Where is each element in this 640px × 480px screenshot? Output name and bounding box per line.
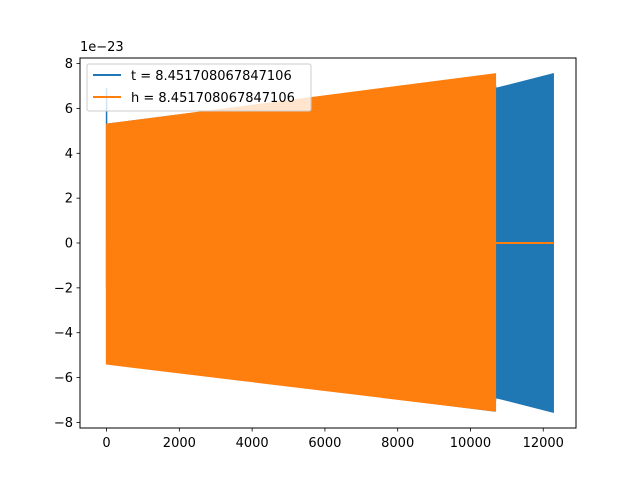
series-h-oscillation-band bbox=[106, 73, 497, 412]
legend-label-t: t = 8.451708067847106 bbox=[131, 69, 292, 84]
legend-box bbox=[86, 63, 312, 112]
y-tick-label: 4 bbox=[65, 147, 73, 162]
y-tick-label: 6 bbox=[65, 102, 73, 117]
y-tick-label: −6 bbox=[54, 371, 73, 386]
y-offset-label: 1e−23 bbox=[80, 40, 124, 55]
x-tick-label: 2000 bbox=[163, 436, 196, 451]
y-tick-label: 8 bbox=[65, 57, 73, 72]
y-tick-label: 0 bbox=[65, 237, 73, 252]
x-tick-label: 8000 bbox=[381, 436, 414, 451]
x-axis: 0 2000 4000 6000 8000 10000 12000 bbox=[102, 428, 564, 451]
y-tick-label: −8 bbox=[54, 416, 73, 431]
y-tick-label: −4 bbox=[54, 326, 73, 341]
x-tick-label: 4000 bbox=[236, 436, 269, 451]
y-axis: −8 −6 −4 −2 0 2 4 6 8 bbox=[54, 57, 80, 431]
y-tick-label: 2 bbox=[65, 192, 73, 207]
x-tick-label: 10000 bbox=[450, 436, 491, 451]
legend-label-h: h = 8.451708067847106 bbox=[131, 91, 295, 106]
series-layer bbox=[105, 73, 554, 413]
y-tick-label: −2 bbox=[54, 281, 73, 296]
series-h bbox=[105, 73, 554, 412]
legend: t = 8.451708067847106 h = 8.451708067847… bbox=[86, 63, 312, 112]
x-tick-label: 6000 bbox=[308, 436, 341, 451]
x-tick-label: 12000 bbox=[523, 436, 564, 451]
x-tick-label: 0 bbox=[102, 436, 110, 451]
